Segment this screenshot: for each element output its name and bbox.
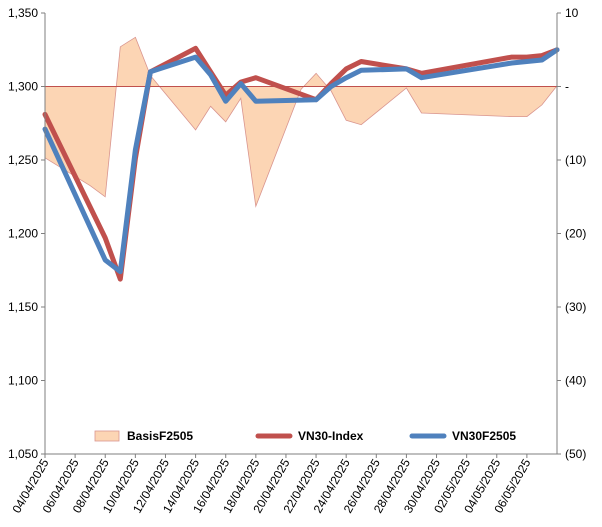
legend: BasisF2505 VN30-Index VN30F2505 [94, 429, 516, 443]
right-tick-label: (40) [565, 374, 586, 388]
basis-area-fill [45, 37, 557, 207]
right-tick-label: 10 [565, 6, 579, 20]
left-tick-label: 1,050 [8, 447, 38, 461]
right-tick-label: (50) [565, 447, 586, 461]
left-tick-label: 1,200 [8, 227, 38, 241]
left-tick-label: 1,150 [8, 300, 38, 314]
right-tick-label: (30) [565, 300, 586, 314]
vn30f2505-line [42, 47, 560, 275]
right-tick-label: (10) [565, 153, 586, 167]
basis-area-layer [44, 36, 558, 208]
left-tick-label: 1,250 [8, 153, 38, 167]
legend-label-vn30-index: VN30-Index [298, 429, 364, 443]
left-tick-label: 1,300 [8, 80, 38, 94]
legend-swatch-basisf2505 [94, 430, 120, 442]
left-tick-label: 1,100 [8, 374, 38, 388]
right-tick-label: (20) [565, 227, 586, 241]
left-tick-label: 1,350 [8, 6, 38, 20]
basis-area-edge [44, 36, 558, 208]
legend-label-vn30f2505: VN30F2505 [452, 429, 516, 443]
right-tick-label: - [565, 80, 569, 94]
series-lines-layer [42, 45, 560, 282]
legend-label-basisf2505: BasisF2505 [127, 429, 193, 443]
